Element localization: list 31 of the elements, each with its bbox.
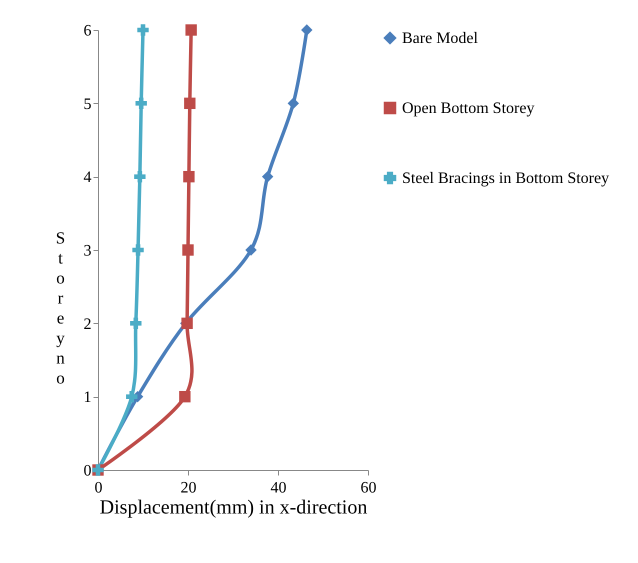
x-tick-label: 0: [94, 480, 102, 496]
point: [182, 244, 194, 256]
point: [126, 390, 138, 402]
y-tick-label: 1: [84, 389, 92, 406]
y-axis-title: Storey no: [56, 228, 66, 388]
point: [288, 98, 299, 110]
point: [132, 244, 144, 256]
point: [134, 170, 146, 182]
point: [179, 390, 191, 402]
legend-label: Steel Bracings in Bottom Storey: [402, 170, 610, 187]
x-tick-label: 40: [270, 480, 286, 496]
y-tick-label: 4: [84, 169, 92, 186]
legend-label: Open Bottom Storey: [402, 100, 534, 117]
point: [301, 24, 312, 36]
y-tick-label: 0: [84, 462, 92, 480]
point: [184, 98, 196, 110]
y-tick-label: 5: [84, 96, 92, 113]
point: [183, 170, 195, 182]
y-tick-label: 3: [84, 242, 92, 260]
x-tick-label: 60: [360, 480, 376, 496]
x-axis-title: Displacement(mm) in x-direction: [100, 496, 368, 518]
point: [136, 98, 147, 110]
x-tick-label: 20: [180, 480, 196, 496]
point: [262, 170, 274, 182]
point: [185, 24, 197, 36]
legend-label: Bare Model: [402, 30, 479, 47]
point: [130, 318, 142, 330]
point: [137, 24, 149, 36]
y-tick-label: 6: [84, 22, 92, 40]
y-tick-label: 2: [84, 316, 92, 333]
point: [245, 244, 257, 256]
